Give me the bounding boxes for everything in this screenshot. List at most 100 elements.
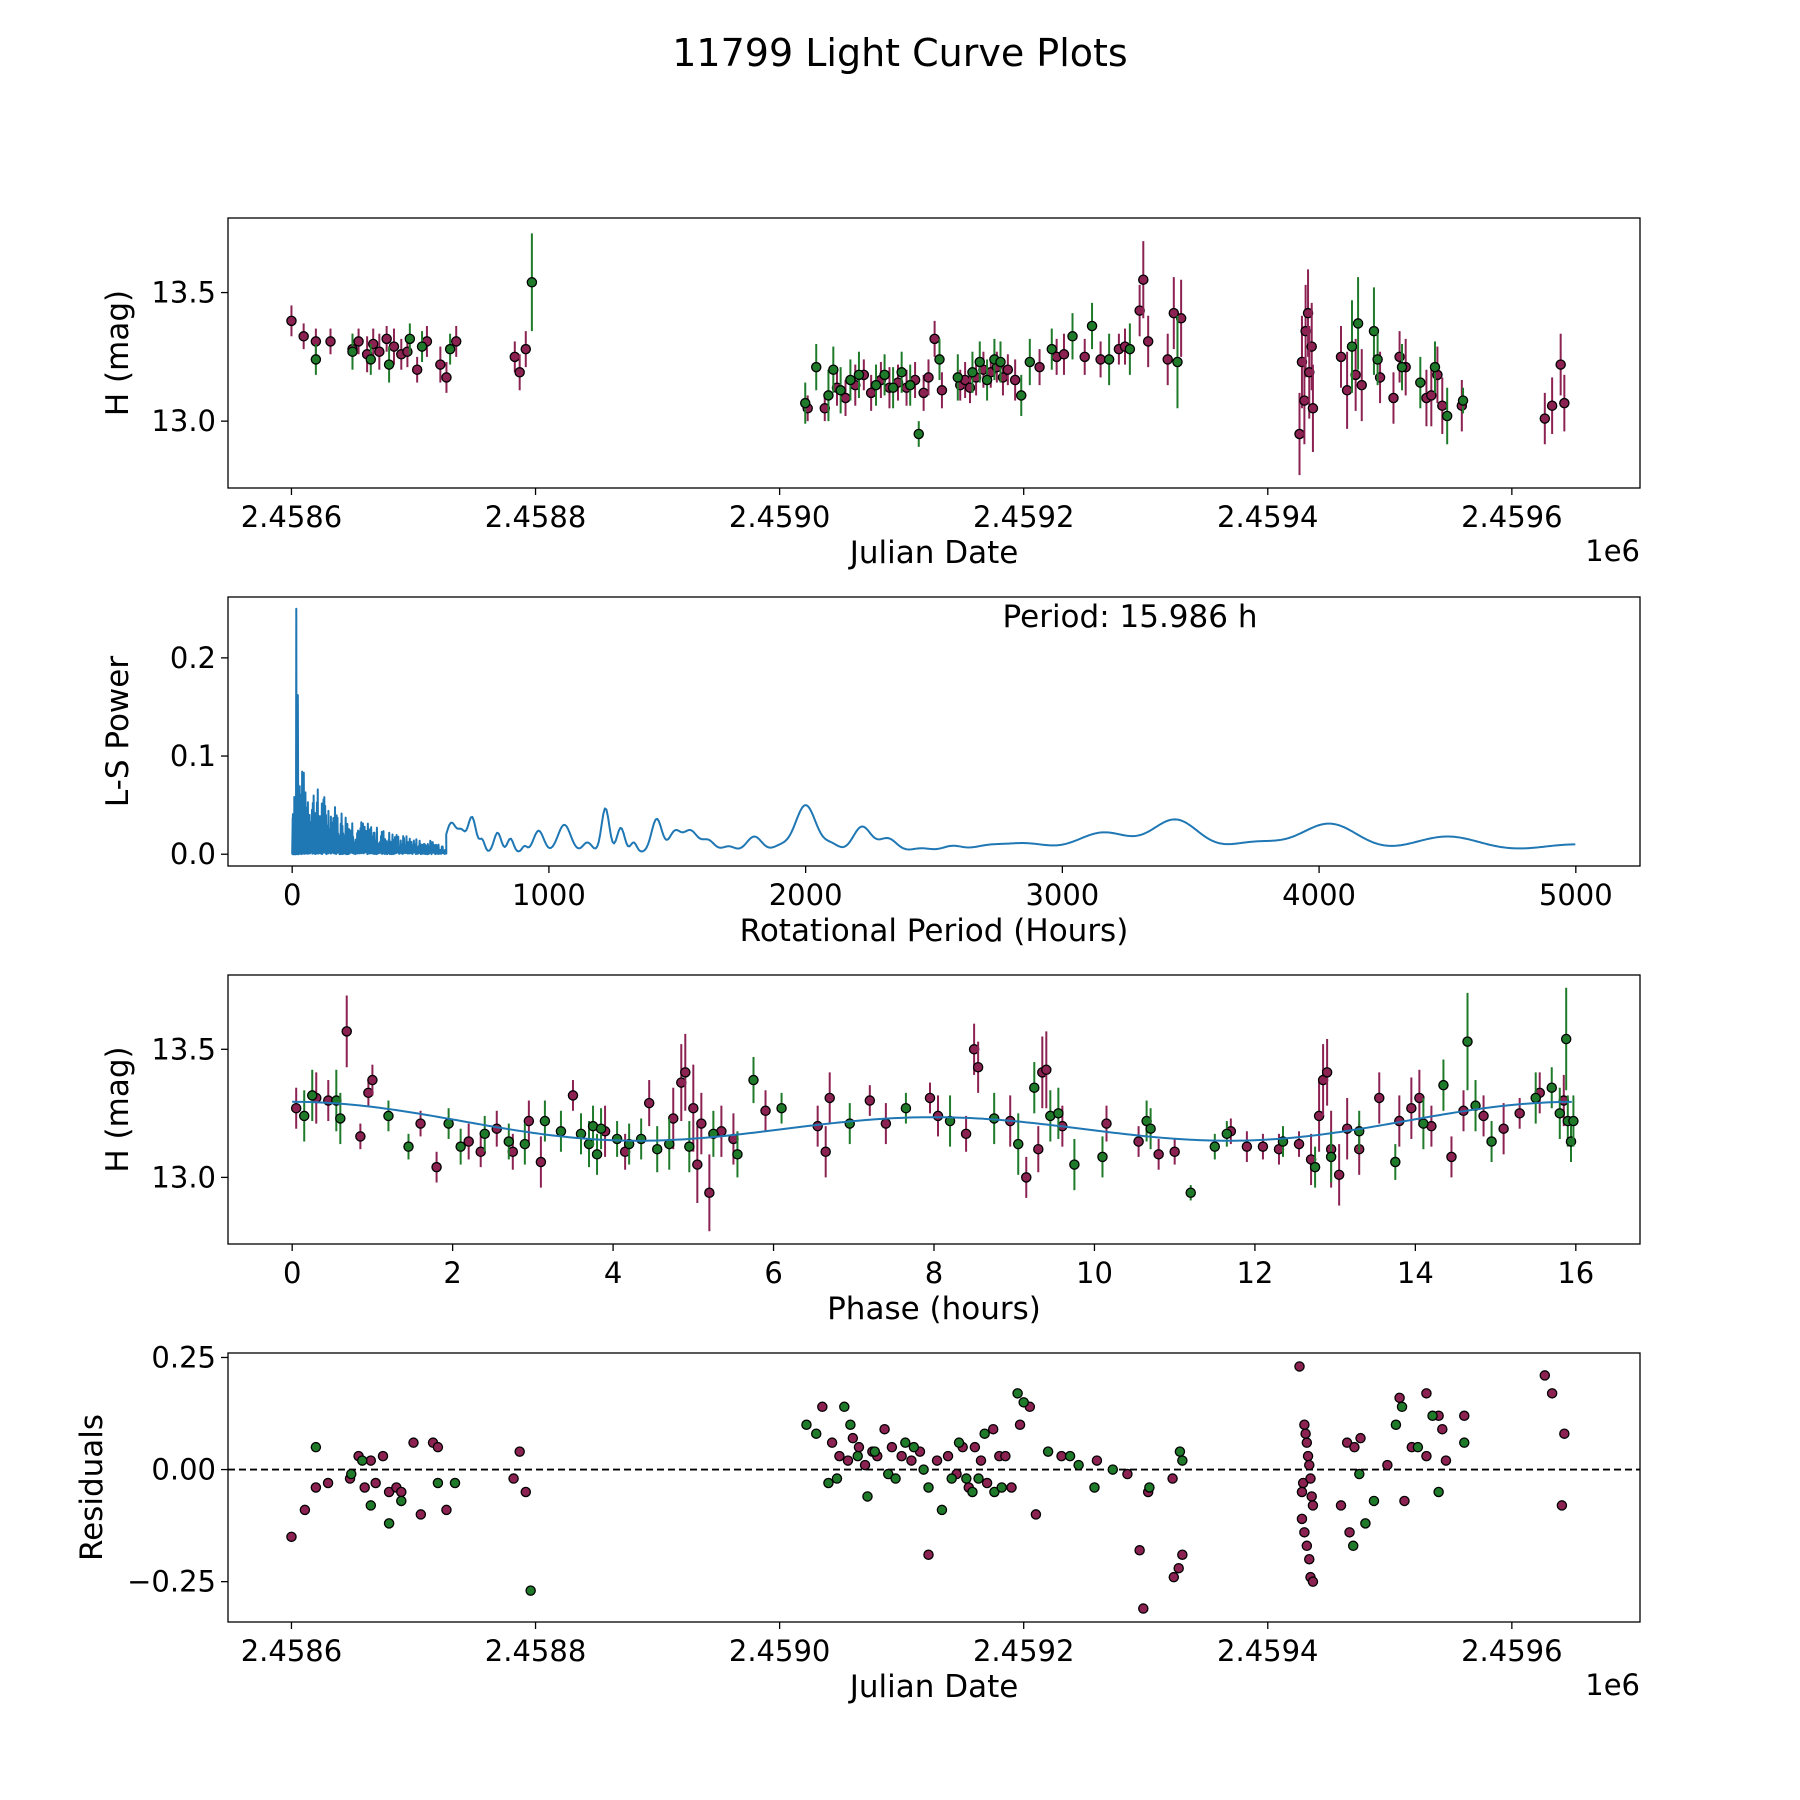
data-point [908, 1441, 920, 1453]
data-point [1305, 1473, 1316, 1484]
residuals-panel: 2.4586 2.4588 2.4590 2.4592 2.4594 2.4596 −0.2… [74, 1340, 1641, 1705]
data-point [1335, 351, 1347, 363]
data-point [1333, 1169, 1345, 1181]
data-point [1335, 1500, 1347, 1511]
data-point [1299, 1527, 1310, 1538]
data-point [852, 1450, 863, 1462]
data-point [643, 1097, 655, 1109]
data-point [1438, 1079, 1449, 1091]
data-point [1394, 1392, 1405, 1404]
data-point [801, 1419, 812, 1430]
y-axis-label: H (mag) [100, 290, 136, 416]
data-point [1349, 1441, 1360, 1453]
data-point [870, 379, 882, 391]
data-point [1446, 1151, 1457, 1163]
data-point [1441, 410, 1453, 422]
data-point [975, 1455, 987, 1466]
data-point [704, 1187, 715, 1199]
data-point [1145, 1123, 1156, 1134]
x-tick-label: 2.4588 [485, 1634, 586, 1668]
data-point [1124, 343, 1136, 355]
x-tick-label: 12 [1236, 1256, 1273, 1290]
data-point [967, 367, 978, 378]
x-axis-label: Rotational Period (Hours) [740, 913, 1129, 949]
x-tick-label: 2.4592 [973, 500, 1074, 534]
data-point [973, 1473, 984, 1484]
series-0 [286, 1361, 1570, 1614]
data-point [1185, 1187, 1196, 1199]
data-point [1064, 1450, 1076, 1462]
data-point [696, 1118, 707, 1129]
x-tick-label: 2.4592 [973, 1634, 1074, 1668]
data-point [817, 1401, 828, 1413]
data-point [1046, 343, 1058, 355]
data-point [879, 1423, 890, 1435]
data-point [1382, 1459, 1393, 1471]
data-point [823, 1477, 834, 1489]
data-point [1293, 1138, 1305, 1150]
data-point [834, 1450, 845, 1462]
x-tick-label: 2.4590 [729, 1634, 830, 1668]
data-point [1058, 349, 1070, 360]
series-1 [310, 1388, 1470, 1596]
periodogram-line [291, 607, 1576, 856]
data-point [1168, 307, 1180, 319]
data-point [799, 397, 811, 409]
y-tick-label: 0.25 [151, 1340, 216, 1374]
data-point [383, 1518, 395, 1529]
data-point [356, 1455, 368, 1466]
data-point [1016, 390, 1027, 401]
data-point [635, 1133, 647, 1145]
x-tick-label: 2.4588 [485, 500, 586, 534]
data-point [1426, 390, 1437, 401]
data-point [1000, 1450, 1011, 1462]
data-point [335, 1113, 346, 1124]
data-point [520, 1486, 532, 1498]
data-point [1396, 361, 1408, 373]
data-point [680, 1067, 691, 1078]
data-point [1241, 1141, 1253, 1152]
data-point [431, 1161, 442, 1173]
data-point [1546, 1388, 1558, 1399]
data-point [1144, 1482, 1155, 1493]
data-point [1546, 1082, 1558, 1093]
data-point [823, 390, 834, 401]
data-point [845, 1419, 856, 1430]
data-point [1325, 1151, 1337, 1163]
data-point [396, 1486, 407, 1498]
periodogram-panel: Period: 15.986 h 0 1000 2000 3000 4000 5000 0.0… [100, 596, 1641, 949]
data-point [936, 1504, 948, 1516]
data-point [1091, 1455, 1103, 1466]
data-point [310, 1441, 322, 1453]
data-point [435, 359, 446, 370]
plot-area [228, 1361, 1640, 1614]
data-point [1107, 1464, 1119, 1475]
x-tick-label: 2.4596 [1461, 1634, 1562, 1668]
data-point [692, 1159, 703, 1170]
x-tick-label: 10 [1076, 1256, 1113, 1290]
data-point [365, 1455, 377, 1466]
data-point [341, 1026, 352, 1037]
data-point [1304, 1459, 1315, 1471]
data-point [503, 1136, 515, 1147]
data-point [924, 1092, 936, 1104]
data-point [853, 1441, 865, 1453]
data-point [1174, 1446, 1186, 1457]
data-point [906, 1455, 917, 1466]
data-point [455, 1141, 466, 1152]
data-point [370, 1477, 381, 1489]
data-point [1360, 1518, 1371, 1529]
data-point [1356, 379, 1367, 391]
series-0 [290, 995, 1570, 1232]
data-point [381, 333, 392, 345]
data-point [1354, 1468, 1365, 1480]
data-point [539, 1115, 551, 1127]
data-point [934, 354, 945, 365]
data-point [936, 385, 948, 396]
data-point [1089, 1482, 1100, 1493]
y-tick-label: 13.0 [151, 1160, 216, 1194]
data-point [432, 1477, 444, 1489]
x-tick-label: 1000 [512, 878, 586, 912]
data-point [1568, 1115, 1579, 1127]
x-tick-label: 2 [443, 1256, 461, 1290]
